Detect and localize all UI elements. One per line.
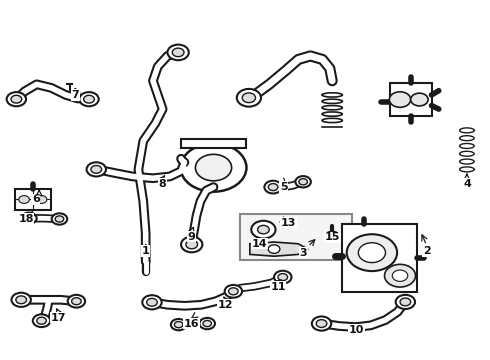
Ellipse shape	[322, 118, 343, 123]
Text: 14: 14	[252, 239, 268, 249]
Circle shape	[24, 215, 33, 221]
Circle shape	[268, 245, 280, 253]
Circle shape	[79, 92, 98, 106]
Text: 13: 13	[281, 217, 296, 228]
Text: 8: 8	[159, 179, 167, 189]
Bar	[240, 214, 352, 260]
Text: 7: 7	[72, 90, 79, 100]
Circle shape	[72, 298, 81, 305]
Circle shape	[312, 316, 331, 330]
Circle shape	[203, 320, 212, 327]
Circle shape	[186, 240, 197, 249]
Circle shape	[7, 92, 26, 106]
Circle shape	[168, 45, 189, 60]
Ellipse shape	[460, 144, 474, 148]
Circle shape	[385, 264, 416, 287]
Ellipse shape	[322, 105, 343, 110]
Ellipse shape	[460, 151, 474, 156]
Circle shape	[242, 93, 256, 103]
Circle shape	[52, 213, 67, 225]
Text: 11: 11	[270, 282, 286, 292]
Circle shape	[258, 225, 269, 234]
Circle shape	[358, 243, 386, 262]
Circle shape	[278, 274, 288, 281]
Polygon shape	[250, 242, 308, 256]
Text: 9: 9	[188, 232, 196, 242]
Circle shape	[11, 95, 22, 103]
Circle shape	[37, 317, 47, 324]
Circle shape	[224, 285, 242, 298]
Circle shape	[395, 295, 415, 309]
Text: 2: 2	[423, 246, 431, 256]
Text: 12: 12	[218, 300, 233, 310]
Circle shape	[68, 295, 85, 307]
Ellipse shape	[322, 112, 343, 116]
Circle shape	[171, 319, 186, 330]
Circle shape	[274, 271, 292, 283]
Circle shape	[347, 234, 397, 271]
Circle shape	[228, 288, 238, 295]
Circle shape	[196, 154, 232, 181]
Circle shape	[91, 166, 101, 173]
Circle shape	[142, 295, 162, 309]
Circle shape	[87, 162, 106, 176]
Text: 1: 1	[142, 246, 149, 256]
Ellipse shape	[460, 167, 474, 172]
Circle shape	[16, 296, 26, 304]
Circle shape	[295, 176, 311, 188]
Circle shape	[36, 195, 47, 203]
Text: 18: 18	[18, 214, 34, 224]
Bar	[181, 139, 246, 148]
Ellipse shape	[460, 136, 474, 141]
Circle shape	[147, 298, 157, 306]
Circle shape	[84, 95, 95, 103]
Text: 10: 10	[349, 325, 364, 334]
Circle shape	[237, 89, 261, 107]
Circle shape	[33, 314, 50, 327]
Circle shape	[390, 92, 411, 107]
Ellipse shape	[322, 93, 343, 97]
Text: 17: 17	[51, 312, 66, 323]
Circle shape	[269, 184, 278, 190]
Circle shape	[265, 181, 282, 193]
Text: 5: 5	[280, 182, 288, 192]
Circle shape	[181, 237, 202, 252]
Ellipse shape	[460, 128, 474, 133]
Circle shape	[392, 270, 408, 282]
Text: 3: 3	[299, 248, 307, 258]
Bar	[342, 224, 417, 292]
Ellipse shape	[460, 159, 474, 164]
Text: 15: 15	[324, 233, 340, 242]
Bar	[391, 82, 432, 116]
Circle shape	[251, 221, 275, 238]
Circle shape	[411, 93, 428, 106]
Circle shape	[299, 179, 307, 185]
Circle shape	[400, 298, 411, 306]
Circle shape	[21, 213, 37, 224]
Text: 16: 16	[184, 319, 199, 329]
Text: 4: 4	[464, 179, 472, 189]
Circle shape	[174, 321, 183, 328]
Bar	[15, 189, 51, 210]
Text: 6: 6	[32, 194, 40, 204]
Circle shape	[11, 293, 31, 307]
Circle shape	[55, 216, 64, 222]
Circle shape	[325, 231, 340, 242]
Circle shape	[172, 48, 184, 57]
Ellipse shape	[322, 99, 343, 103]
Circle shape	[181, 144, 246, 192]
Circle shape	[316, 320, 327, 328]
Circle shape	[199, 318, 215, 329]
Circle shape	[19, 195, 29, 203]
